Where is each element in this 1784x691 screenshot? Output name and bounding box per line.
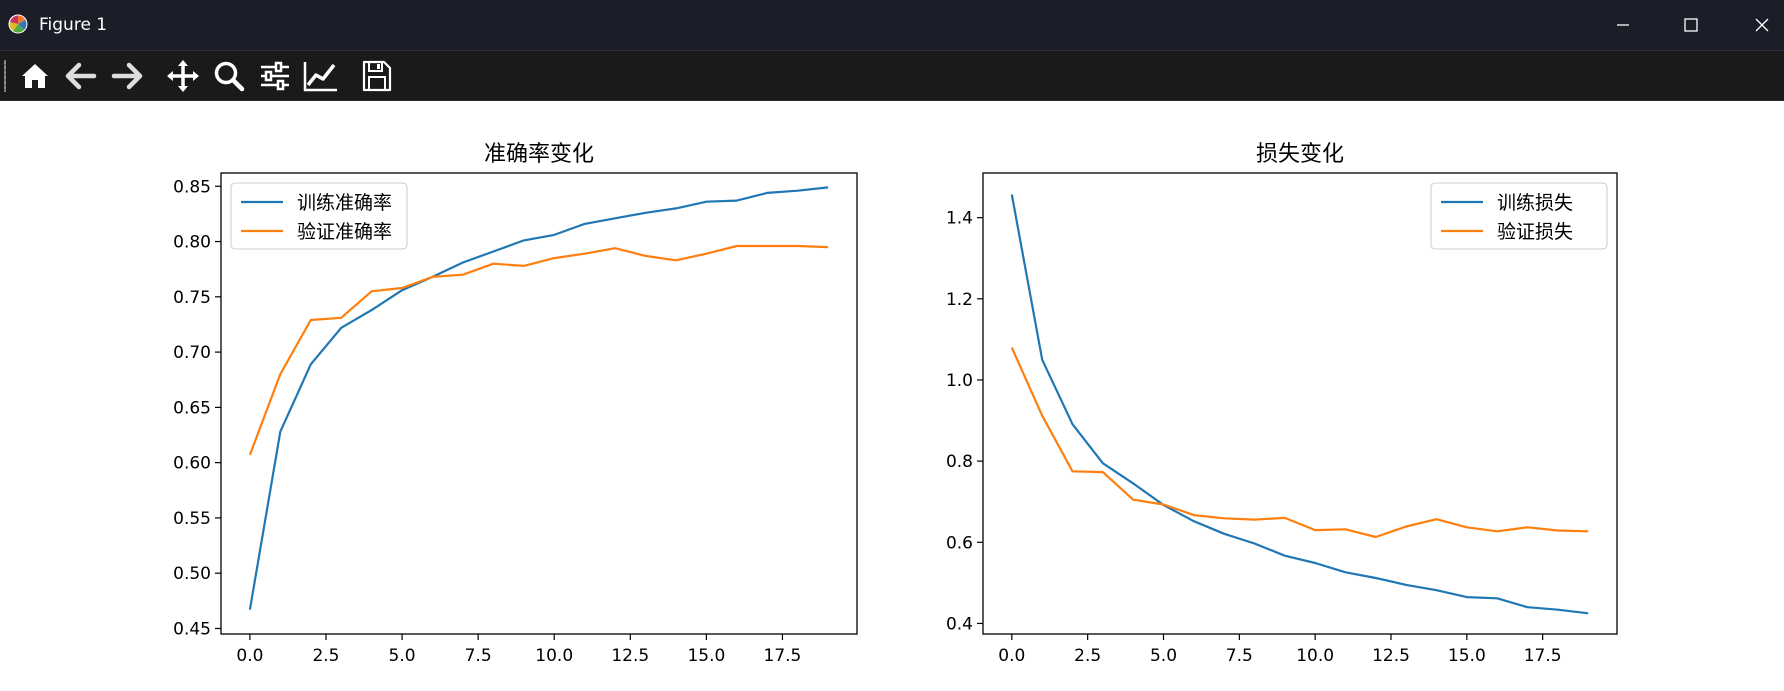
y-tick-label: 1.2 (946, 290, 973, 310)
y-tick-label: 0.45 (173, 619, 211, 639)
toolbar-grip (4, 60, 6, 92)
window-title: Figure 1 (39, 15, 108, 35)
matplotlib-logo-icon (8, 14, 28, 34)
series-line-val (1010, 347, 1589, 539)
home-button[interactable] (15, 56, 55, 96)
window-titlebar: Figure 1 (0, 0, 1784, 51)
x-tick-label: 0.0 (236, 646, 263, 666)
chart-title: 准确率变化 (484, 142, 594, 167)
series-line-val (248, 244, 829, 456)
x-tick-label: 15.0 (687, 646, 725, 666)
y-tick-label: 1.4 (946, 209, 973, 229)
back-icon (65, 62, 97, 90)
legend-label: 验证损失 (1497, 221, 1573, 243)
configure-subplots-icon (261, 61, 289, 91)
x-tick-label: 12.5 (1372, 646, 1410, 666)
y-tick-label: 0.50 (173, 564, 211, 584)
close-button[interactable] (1735, 8, 1784, 42)
y-tick-label: 0.85 (173, 177, 211, 197)
figure-svg: 准确率变化 0.0 2.5 5.0 7.5 10.0 12.5 15.0 17.5 0.45 0.5… (173, 142, 1618, 666)
minimize-icon (1617, 24, 1629, 26)
maximize-icon (1684, 18, 1698, 32)
y-tick-label: 0.4 (946, 614, 973, 634)
back-button[interactable] (61, 56, 101, 96)
chart-title: 损失变化 (1256, 142, 1344, 167)
x-tick-label: 10.0 (535, 646, 573, 666)
x-tick-label: 17.5 (764, 646, 802, 666)
x-tick-label: 7.5 (1226, 646, 1253, 666)
save-icon (362, 60, 392, 92)
forward-button[interactable] (107, 56, 147, 96)
pan-icon (167, 60, 199, 92)
x-tick-label: 12.5 (611, 646, 649, 666)
series-line-train (248, 186, 829, 610)
x-tick-label: 5.0 (389, 646, 416, 666)
forward-icon (111, 62, 143, 90)
home-icon (22, 64, 48, 88)
y-tick-label: 0.75 (173, 288, 211, 308)
edit-axis-button[interactable] (301, 56, 341, 96)
legend-label: 验证准确率 (297, 221, 392, 243)
x-tick-label: 5.0 (1150, 646, 1177, 666)
y-tick-label: 0.55 (173, 509, 211, 529)
x-tick-label: 7.5 (465, 646, 492, 666)
y-tick-label: 0.70 (173, 343, 211, 363)
legend-frame (230, 182, 408, 250)
x-tick-label: 2.5 (312, 646, 339, 666)
minimize-button[interactable] (1596, 8, 1650, 42)
legend-label: 训练损失 (1497, 192, 1573, 214)
x-tick-label: 10.0 (1296, 646, 1334, 666)
y-tick-label: 1.0 (946, 371, 973, 391)
x-tick-label: 2.5 (1074, 646, 1101, 666)
maximize-button[interactable] (1664, 8, 1718, 42)
figure-canvas[interactable]: 准确率变化 0.0 2.5 5.0 7.5 10.0 12.5 15.0 17.5 0.45 0.5… (0, 101, 1784, 687)
zoom-icon (214, 61, 245, 92)
navigation-toolbar (0, 51, 1784, 101)
edit-axis-icon (303, 62, 337, 92)
configure-subplots-button[interactable] (255, 56, 295, 96)
axes-loss: 损失变化 0.0 2.5 5.0 7.5 10.0 12.5 15.0 17.5 0.4 0.6 0.… (946, 142, 1618, 666)
axes-accuracy: 准确率变化 0.0 2.5 5.0 7.5 10.0 12.5 15.0 17.5 0.45 0.5… (173, 142, 858, 666)
legend-label: 训练准确率 (297, 192, 392, 214)
y-tick-label: 0.60 (173, 454, 211, 474)
axes-frame (982, 172, 1618, 635)
y-tick-label: 0.8 (946, 452, 973, 472)
zoom-button[interactable] (209, 56, 249, 96)
y-tick-label: 0.65 (173, 398, 211, 418)
legend-frame (1430, 182, 1608, 250)
axes-frame (220, 172, 858, 635)
y-tick-label: 0.80 (173, 233, 211, 253)
pan-button[interactable] (163, 56, 203, 96)
x-tick-label: 15.0 (1448, 646, 1486, 666)
x-tick-label: 17.5 (1524, 646, 1562, 666)
x-tick-label: 0.0 (998, 646, 1025, 666)
close-icon (1755, 18, 1769, 32)
series-line-train (1010, 194, 1589, 615)
y-tick-label: 0.6 (946, 533, 973, 553)
save-button[interactable] (357, 56, 397, 96)
